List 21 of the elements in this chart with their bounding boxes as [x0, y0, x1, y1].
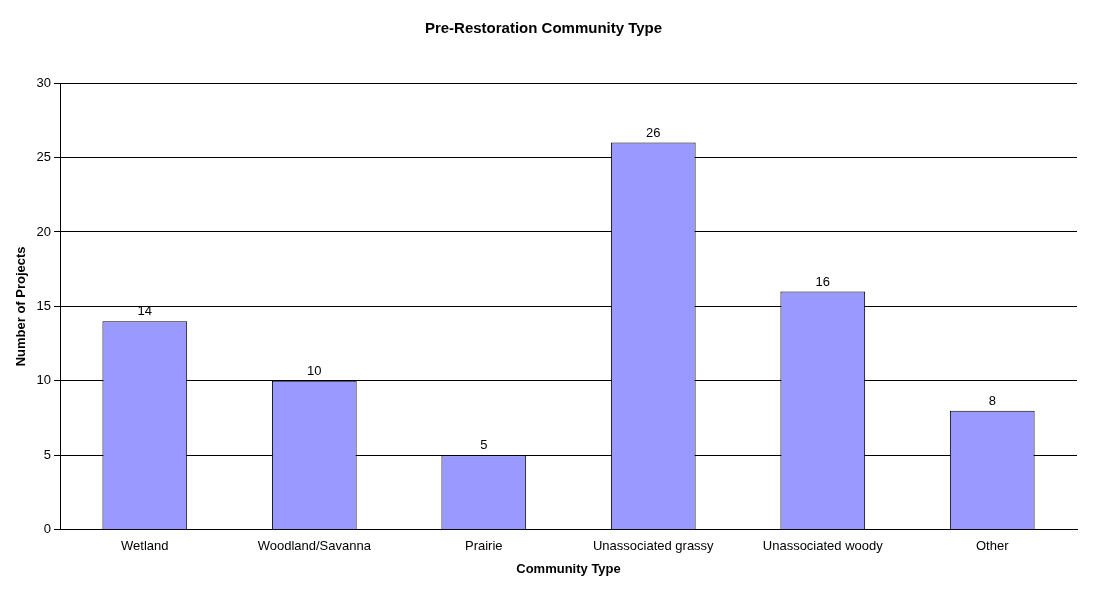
y-tick-label: 10: [36, 372, 52, 388]
data-label: 16: [815, 273, 830, 289]
y-axis-title: Number of Projects: [13, 246, 29, 367]
data-label: 10: [307, 362, 322, 378]
x-tick-label: Woodland/Savanna: [257, 538, 372, 554]
y-tick-label: 5: [43, 446, 52, 462]
x-axis-title: Community Type: [516, 560, 621, 576]
x-tick-label: Unassociated woody: [762, 538, 884, 554]
data-label: 5: [480, 437, 488, 453]
x-tick-label: Wetland: [121, 538, 169, 554]
data-label: 26: [646, 124, 661, 140]
x-tick-label: Unassociated grassy: [592, 538, 715, 554]
chart-title: Pre-Restoration Community Type: [424, 19, 663, 37]
y-tick-label: 15: [36, 297, 52, 313]
y-tick-label: 20: [36, 223, 52, 239]
y-tick-label: 30: [36, 74, 52, 90]
x-tick-label: Prairie: [465, 538, 503, 554]
y-tick-label: 25: [36, 149, 52, 165]
x-tick-label: Other: [976, 538, 1010, 554]
y-tick-label: 0: [43, 521, 52, 537]
data-label: 8: [988, 392, 996, 408]
